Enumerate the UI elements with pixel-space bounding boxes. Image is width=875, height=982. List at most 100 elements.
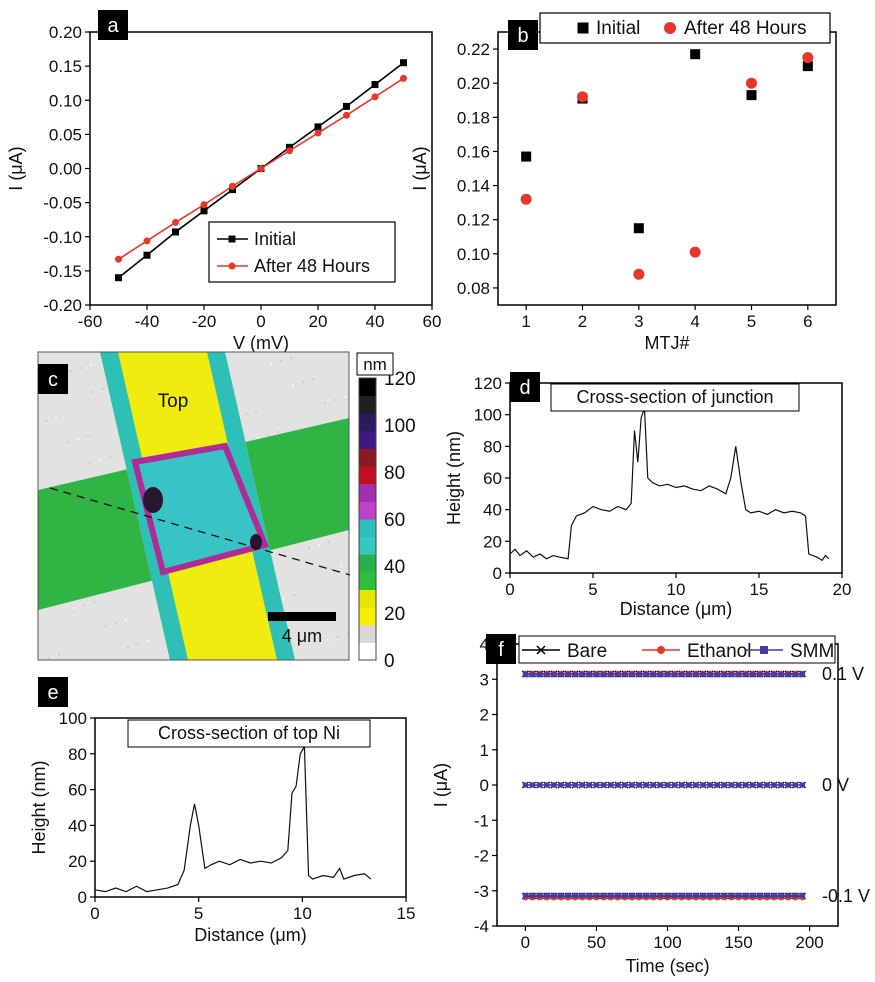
data-point <box>757 892 763 898</box>
legend: Initial After 48 Hours <box>208 221 396 283</box>
substrate-speckle <box>308 547 310 549</box>
data-point <box>537 782 543 788</box>
data-point <box>721 782 727 788</box>
legend-entry: Bare <box>567 641 607 662</box>
substrate-speckle <box>67 441 69 443</box>
y-tick-label: 0 <box>480 776 489 795</box>
panel-e: 0 5 10 15 0 20 40 60 80 100 Distance (μm) Height (n… <box>29 677 415 945</box>
data-point <box>579 782 585 788</box>
data-point <box>551 892 557 898</box>
data-point <box>544 782 550 788</box>
substrate-speckle <box>337 636 339 638</box>
data-point <box>600 782 607 788</box>
legend-marker <box>228 235 236 243</box>
data-point <box>622 892 628 898</box>
data-point <box>686 782 692 788</box>
scale-bar-label: 4 μm <box>282 626 322 646</box>
data-point <box>551 782 557 788</box>
x-tick-label: 0 <box>521 933 530 952</box>
substrate-speckle <box>80 367 82 369</box>
x-tick-label: 200 <box>795 933 823 952</box>
data-point <box>629 782 635 788</box>
substrate-speckle <box>48 657 50 659</box>
panel-label-box <box>486 634 516 664</box>
profile-line <box>94 744 372 893</box>
data-point <box>643 782 649 788</box>
data-point <box>615 782 621 788</box>
colorbar-tick-label: 40 <box>384 557 405 578</box>
x-tick-label: 15 <box>397 904 416 923</box>
data-point <box>622 672 628 678</box>
y-axis-label: Height (nm) <box>29 760 49 854</box>
scale-bar <box>268 612 336 621</box>
panel-label-box <box>98 10 128 40</box>
substrate-speckle <box>58 654 60 656</box>
y-tick-label: 60 <box>483 469 502 488</box>
data-point <box>544 892 550 898</box>
substrate-speckle <box>115 622 117 624</box>
data-point <box>558 892 564 898</box>
data-point <box>743 672 749 678</box>
data-point <box>799 892 806 898</box>
data-point <box>650 672 656 678</box>
x-tick-label: 0 <box>90 904 99 923</box>
data-point <box>746 77 757 89</box>
data-point <box>771 892 777 898</box>
data-point <box>657 892 663 898</box>
title-box <box>550 383 800 412</box>
x-tick-label: 0 <box>256 312 265 331</box>
colorbar-tick-label: 100 <box>384 416 416 437</box>
x-tick-label: 150 <box>724 933 752 952</box>
data-point <box>700 892 706 898</box>
colorbar-segment <box>359 466 376 485</box>
data-point <box>537 892 543 898</box>
colorbar-segment <box>359 607 376 626</box>
substrate-speckle <box>105 625 107 627</box>
data-point <box>690 49 701 60</box>
substrate-speckle <box>233 389 235 391</box>
data-point <box>200 207 208 215</box>
y-tick-label: -0.10 <box>43 228 82 247</box>
data-point <box>172 218 179 226</box>
data-point <box>633 223 644 234</box>
data-point <box>643 672 649 678</box>
legend-marker <box>657 646 665 654</box>
substrate-speckle <box>127 646 129 648</box>
data-point <box>778 782 784 788</box>
data-point <box>615 672 621 678</box>
x-tick-label: 5 <box>194 904 203 923</box>
data-point <box>707 672 713 678</box>
colorbar-tick-label: 0 <box>384 651 395 672</box>
data-point <box>371 81 379 89</box>
y-tick-label: -0.15 <box>43 262 82 281</box>
data-point <box>636 782 642 788</box>
data-point <box>764 892 770 898</box>
substrate-speckle <box>302 381 304 383</box>
substrate-speckle <box>89 462 91 464</box>
colorbar-tick-label: 20 <box>384 604 405 625</box>
legend-marker <box>228 262 236 270</box>
data-point <box>615 892 621 898</box>
substrate-speckle <box>147 640 149 642</box>
data-point <box>750 892 756 898</box>
data-point <box>522 782 529 788</box>
x-tick-label: 10 <box>293 904 312 923</box>
colorbar-unit: nm <box>363 355 387 374</box>
substrate-speckle <box>328 541 330 543</box>
data-point <box>520 193 532 205</box>
data-point <box>664 672 671 678</box>
data-point <box>565 782 571 788</box>
data-point <box>522 892 529 898</box>
data-point <box>544 672 550 678</box>
y-tick-label: 0.12 <box>457 211 490 230</box>
y-tick-label: 100 <box>474 406 502 425</box>
colorbar-tick-label: 60 <box>384 510 405 531</box>
x-tick-label: 40 <box>366 312 385 331</box>
y-tick-label: 0.08 <box>457 279 490 298</box>
data-point <box>792 672 798 678</box>
data-point <box>529 782 536 788</box>
substrate-speckle <box>102 388 104 390</box>
x-tick-label: -60 <box>78 312 103 331</box>
y-tick-label: 20 <box>68 852 87 871</box>
x-tick-label: 20 <box>309 312 328 331</box>
